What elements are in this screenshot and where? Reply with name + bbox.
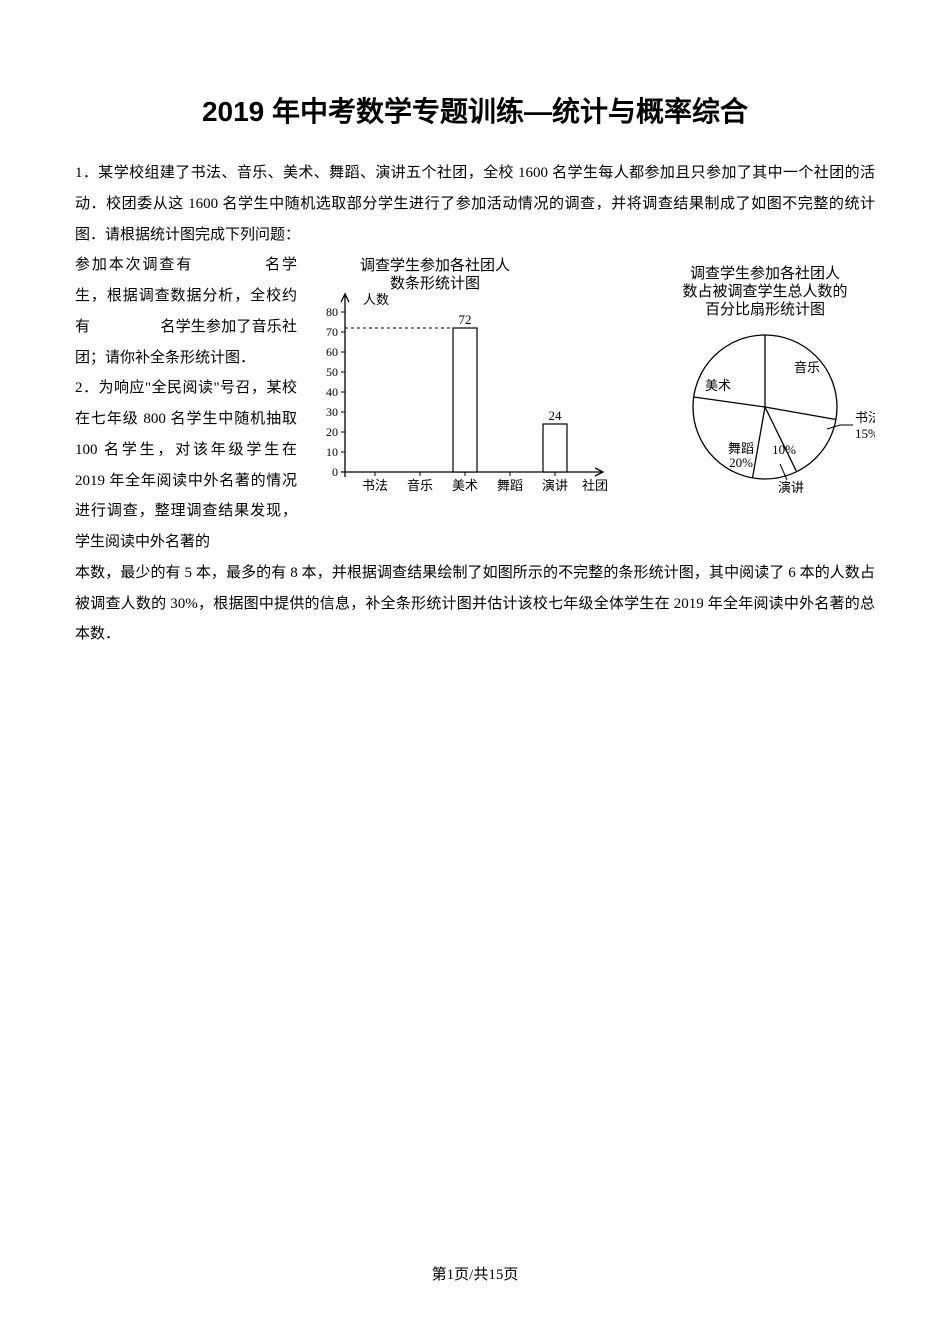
svg-text:70: 70	[326, 325, 338, 339]
svg-text:50: 50	[326, 365, 338, 379]
bar-y-label: 人数	[363, 292, 389, 307]
pie-title-2: 数占被调查学生总人数的	[682, 283, 847, 300]
bar-value-72: 72	[459, 312, 472, 327]
svg-text:0: 0	[332, 465, 338, 479]
q2-text-a: 为响应"全民阅读"号召，某校在七年级 800 名学生中随机抽取 100 名学生，…	[75, 380, 297, 550]
svg-text:舞蹈: 舞蹈	[497, 478, 523, 493]
page-title: 2019 年中考数学专题训练—统计与概率综合	[75, 90, 875, 130]
q2-number: 2．	[75, 380, 98, 396]
svg-text:60: 60	[326, 345, 338, 359]
bar-chart-title-line2: 数条形统计图	[390, 275, 480, 292]
pie-pct-calligraphy: 15%	[855, 426, 875, 441]
bar-演讲	[543, 424, 567, 472]
q1-b-3: 名学生参加了音乐社团；请你补全条形统计图．	[75, 319, 297, 366]
pie-label-dance: 舞蹈	[728, 441, 754, 456]
svg-text:30: 30	[326, 405, 338, 419]
svg-text:40: 40	[326, 385, 338, 399]
pie-pct-dance: 20%	[729, 455, 753, 470]
bar-categories: 书法 音乐 美术 舞蹈 演讲	[362, 478, 568, 493]
svg-text:10: 10	[326, 445, 338, 459]
pie-title-1: 调查学生参加各社团人	[690, 265, 840, 282]
pie-label-music: 音乐	[794, 360, 820, 375]
figure-container: 调查学生参加各社团人 数条形统计图 人数 0 10 20 30	[305, 252, 875, 497]
pie-pct-speech: 10%	[772, 442, 796, 457]
pie-title-3: 百分比扇形统计图	[705, 301, 825, 318]
bar-y-ticks: 0 10 20 30 40 50 60 70 80	[326, 305, 345, 479]
q1-b-1: 参加本次调查有	[75, 257, 193, 273]
svg-text:音乐: 音乐	[407, 478, 433, 493]
pie-label-speech: 演讲	[778, 480, 804, 495]
bar-chart: 调查学生参加各社团人 数条形统计图 人数 0 10 20 30	[326, 257, 608, 493]
pie-chart: 调查学生参加各社团人 数占被调查学生总人数的 百分比扇形统计图	[682, 265, 875, 495]
combined-chart-svg: 调查学生参加各社团人 数条形统计图 人数 0 10 20 30	[305, 252, 875, 497]
q2-text-b: 本数，最少的有 5 本，最多的有 8 本，并根据调查结果绘制了如图所示的不完整的…	[75, 565, 875, 643]
q1-text-a: 某学校组建了书法、音乐、美术、舞蹈、演讲五个社团，全校 1600 名学生每人都参…	[75, 165, 875, 243]
pie-label-art: 美术	[705, 378, 731, 393]
svg-text:80: 80	[326, 305, 338, 319]
bar-美术	[453, 328, 477, 472]
bar-x-label: 社团	[582, 478, 608, 493]
svg-text:演讲: 演讲	[542, 478, 568, 493]
bar-chart-title-line1: 调查学生参加各社团人	[360, 257, 510, 274]
pie-label-calligraphy: 书法	[855, 410, 875, 425]
bar-value-24: 24	[549, 408, 563, 423]
svg-text:美术: 美术	[452, 478, 478, 493]
page-footer: 第1页/共15页	[0, 1263, 950, 1284]
svg-text:书法: 书法	[362, 478, 388, 493]
svg-text:20: 20	[326, 425, 338, 439]
q1-number: 1．	[75, 165, 98, 181]
